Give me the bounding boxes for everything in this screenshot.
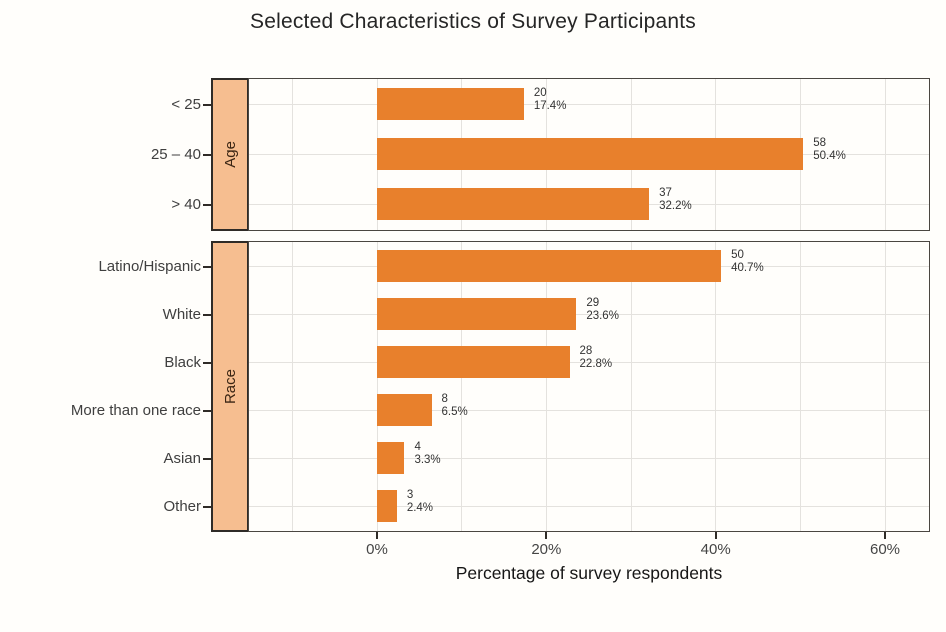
gridline-h [249,103,929,105]
y-tick [203,409,211,412]
gridline-h [249,505,929,507]
bar-percent-label: 2.4% [406,502,434,514]
bar-count-label: 50 [731,249,744,261]
gridline-h [249,313,929,315]
bar-count-label: 58 [813,137,827,149]
gridline-v [545,242,547,531]
x-tick-label: 60% [869,541,901,558]
gridline-v [291,242,293,531]
category-label: > 40 [171,195,201,213]
bar-count-label: 20 [533,87,547,99]
category-label: Asian [163,449,201,467]
bar-count-label: 3 [406,489,414,501]
x-tick [884,532,886,539]
bar-value-label: 20 17.4% [534,87,567,113]
gridline-h [249,361,929,363]
bar-value-label: 28 22.8% [580,345,613,371]
bar-latino-hispanic [376,250,722,282]
facet-strip-label: Race [221,368,239,405]
gridline-v [630,242,632,531]
facet-strip-label: Age [221,141,239,168]
bar-other [376,490,397,522]
x-tick [376,532,378,539]
bar-value-label: 37 32.2% [659,187,692,213]
bar-asian [376,442,405,474]
bar-percent-label: 40.7% [731,262,764,274]
bar-percent-label: 23.6% [586,310,619,322]
bar-more-than-one-race [376,394,432,426]
x-tick [545,532,548,539]
chart-title: Selected Characteristics of Survey Parti… [250,10,696,33]
category-label: < 25 [171,95,201,113]
bar-value-label: 50 40.7% [731,249,764,275]
y-tick [203,103,211,106]
bar-percent-label: 17.4% [533,100,567,112]
gridline-h [249,409,929,411]
category-label: Latino/Hispanic [98,257,201,275]
x-tick-label: 0% [366,541,388,558]
bar-black [376,346,570,378]
gridline-v [884,79,886,230]
gridline-v [884,242,886,531]
bar-count-label: 28 [579,345,593,357]
x-tick-label: 20% [531,541,562,558]
facet-panel-age: 20 17.4% 58 50.4% 37 32.2% [248,78,930,231]
facet-strip-age: Age [211,78,249,231]
category-label: Other [163,497,201,515]
bar-white [376,298,577,330]
category-label: White [162,305,201,323]
gridline-v [461,242,463,531]
bar-count-label: 4 [414,441,421,453]
gridline-v [799,242,801,531]
facet-strip-race: Race [211,241,249,532]
bar-percent-label: 50.4% [813,150,846,162]
bar-value-label: 4 3.3% [414,441,440,467]
y-tick [203,313,211,316]
y-tick [203,361,211,364]
gridline-v [291,79,293,230]
bar--40 [376,188,650,220]
category-label: 25 – 40 [150,145,201,163]
category-label: Black [164,353,201,371]
bar--25 [376,88,524,120]
x-tick [714,532,717,539]
y-tick [203,203,211,206]
y-tick [203,505,211,508]
facet-panel-race: 50 40.7% 29 23.6% 28 22.8% 8 6.5% 4 3.3% 3 2.4% [248,241,930,532]
bar-value-label: 58 50.4% [813,137,846,163]
x-axis-title: Percentage of survey respondents [455,563,723,583]
gridline-v [715,242,717,531]
bar-percent-label: 6.5% [441,406,468,418]
gridline-v [376,242,378,531]
bar-percent-label: 3.3% [414,454,441,466]
bar-percent-label: 22.8% [579,358,613,370]
bar-count-label: 29 [586,297,600,309]
y-tick [203,153,211,156]
bar-value-label: 8 6.5% [442,393,468,419]
bar-25-40 [376,138,804,170]
gridline-h [249,457,929,459]
y-tick [203,265,211,268]
bar-count-label: 8 [441,393,448,405]
bar-value-label: 3 2.4% [407,489,433,515]
bar-count-label: 37 [659,187,672,199]
y-tick [203,457,211,460]
x-tick-label: 40% [700,541,731,558]
category-label: More than one race [70,401,201,419]
bar-percent-label: 32.2% [659,200,692,212]
bar-value-label: 29 23.6% [586,297,619,323]
